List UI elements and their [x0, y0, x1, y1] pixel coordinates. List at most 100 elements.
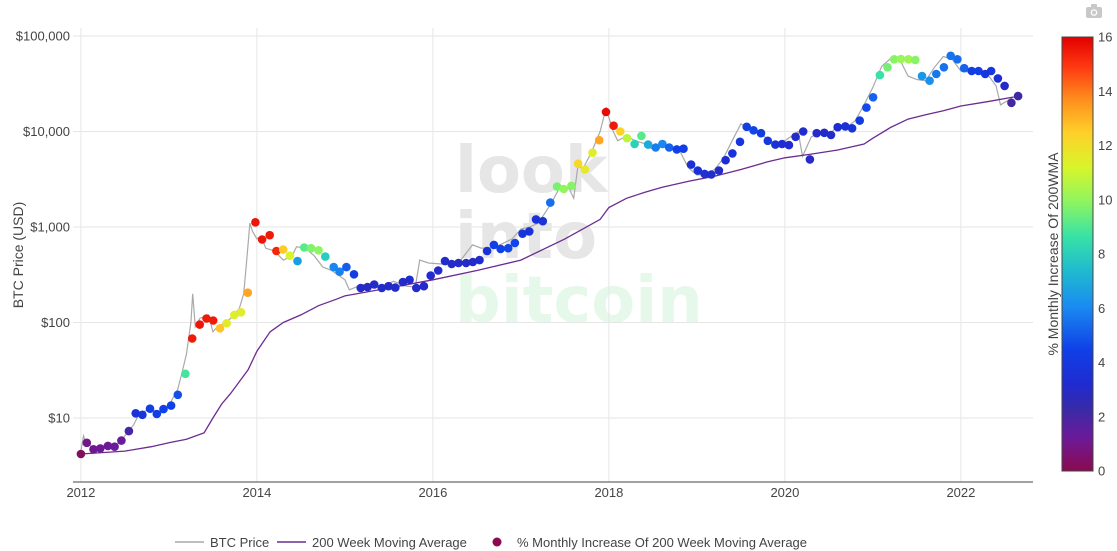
marker-116	[889, 55, 899, 64]
marker-25	[251, 218, 260, 227]
marker-10	[145, 404, 155, 414]
monthly-increase-markers	[76, 51, 1023, 459]
marker-112	[862, 103, 871, 112]
marker-91	[714, 166, 724, 175]
legend-label-monthly-increase: % Monthly Increase Of 200 Week Moving Av…	[517, 535, 807, 550]
legend-item-btc-price[interactable]: BTC Price	[175, 535, 269, 550]
y-tick-label-3: $10,000	[23, 124, 70, 139]
marker-18	[202, 314, 211, 323]
marker-52	[440, 256, 450, 266]
marker-81	[643, 140, 653, 149]
marker-6	[117, 436, 126, 445]
marker-95	[742, 122, 751, 132]
marker-99	[771, 140, 780, 149]
colorbar-tick-label-5: 10	[1098, 192, 1112, 207]
colorbar-tick-label-3: 6	[1098, 301, 1105, 316]
marker-121	[925, 76, 934, 85]
watermark: look into bitcoin	[455, 134, 703, 338]
marker-120	[917, 71, 927, 81]
y-tick-label-1: $100	[41, 315, 70, 330]
watermark-line-3: bitcoin	[455, 264, 703, 338]
marker-17	[195, 320, 204, 329]
x-tick-label-3: 2018	[594, 485, 623, 500]
marker-118	[904, 55, 913, 64]
marker-20	[215, 324, 225, 333]
marker-64	[525, 227, 534, 236]
marker-124	[946, 51, 955, 61]
marker-4	[103, 441, 113, 451]
marker-104	[805, 155, 815, 164]
marker-22	[230, 310, 239, 320]
marker-5	[110, 442, 119, 452]
marker-86	[679, 144, 688, 153]
marker-134	[1013, 91, 1023, 101]
x-tick-label-4: 2020	[770, 485, 799, 500]
marker-9	[138, 410, 147, 420]
colorbar-tick-label-7: 14	[1098, 84, 1112, 99]
marker-89	[700, 169, 709, 179]
marker-58	[482, 246, 492, 256]
colorbar-tick-label-0: 0	[1098, 464, 1105, 479]
y-axis-ticks: $10 $100 $1,000 $10,000 $100,000	[16, 29, 70, 426]
marker-75	[601, 107, 611, 117]
marker-48	[412, 283, 421, 293]
colorbar-tick-label-8: 16	[1098, 30, 1112, 45]
marker-41	[363, 282, 372, 292]
legend: BTC Price 200 Week Moving Average % Mont…	[175, 535, 807, 550]
marker-44	[384, 281, 393, 291]
marker-127	[967, 66, 976, 76]
marker-101	[784, 140, 794, 150]
x-tick-label-1: 2014	[242, 485, 271, 500]
marker-103	[798, 127, 808, 136]
y-tick-label-0: $10	[48, 411, 70, 426]
marker-53	[447, 259, 457, 269]
marker-28	[272, 246, 281, 256]
marker-36	[329, 262, 339, 272]
x-tick-label-5: 2022	[946, 485, 975, 500]
marker-29	[278, 245, 288, 254]
marker-79	[630, 139, 639, 149]
marker-68	[552, 182, 562, 191]
camera-icon[interactable]	[1086, 4, 1102, 18]
marker-51	[433, 266, 443, 275]
legend-label-200-week-ma: 200 Week Moving Average	[312, 535, 467, 550]
marker-87	[686, 160, 696, 169]
colorbar-tick-label-6: 12	[1098, 138, 1112, 153]
marker-78	[622, 133, 632, 143]
colorbar-ticks: 0 2 4 6 8 10 12 14 16	[1098, 30, 1112, 479]
marker-102	[791, 132, 800, 142]
colorbar	[1061, 36, 1094, 472]
marker-49	[419, 281, 429, 291]
marker-80	[637, 131, 646, 141]
marker-133	[1007, 98, 1016, 108]
marker-88	[693, 166, 703, 175]
marker-23	[236, 308, 246, 317]
y-tick-label-2: $1,000	[30, 220, 70, 235]
marker-8	[131, 409, 140, 418]
marker-7	[124, 426, 134, 436]
marker-35	[321, 252, 330, 261]
marker-128	[974, 66, 983, 76]
marker-92	[721, 155, 730, 165]
marker-77	[616, 127, 625, 136]
marker-132	[1000, 81, 1009, 91]
marker-45	[391, 283, 400, 292]
marker-1	[82, 438, 92, 448]
marker-110	[847, 124, 857, 133]
marker-100	[777, 139, 787, 149]
marker-122	[932, 69, 941, 79]
legend-item-200-week-ma[interactable]: 200 Week Moving Average	[277, 535, 467, 550]
marker-57	[475, 255, 484, 265]
marker-38	[342, 262, 351, 272]
marker-71	[573, 159, 583, 168]
marker-47	[405, 275, 414, 285]
marker-60	[496, 244, 505, 254]
marker-125	[953, 55, 962, 64]
marker-117	[896, 54, 906, 64]
colorbar-title: % Monthly Increase Of 200WMA	[1045, 152, 1061, 356]
legend-item-monthly-increase[interactable]: % Monthly Increase Of 200 Week Moving Av…	[492, 535, 808, 550]
marker-130	[986, 66, 996, 76]
marker-73	[588, 148, 597, 157]
marker-42	[369, 280, 379, 289]
